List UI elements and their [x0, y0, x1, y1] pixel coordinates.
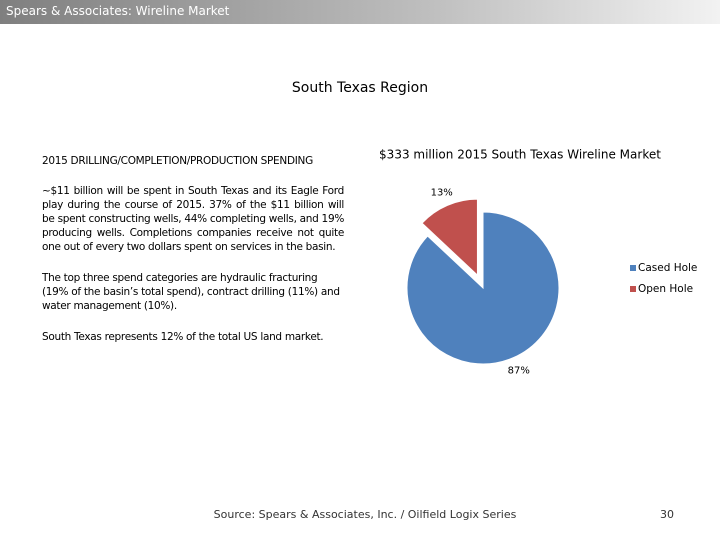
header-title: Spears & Associates: Wireline Market [6, 4, 230, 18]
legend-label: Open Hole [638, 283, 693, 295]
left-heading: 2015 DRILLING/COMPLETION/PRODUCTION SPEN… [42, 155, 313, 167]
data-label: 87% [508, 366, 530, 377]
paragraph: ~$11 billion will be spent in South Texa… [42, 185, 344, 253]
legend-label: Cased Hole [638, 262, 697, 274]
page-number: 30 [660, 508, 674, 521]
paragraph: South Texas represents 12% of the total … [42, 331, 324, 343]
legend-swatch [630, 286, 636, 292]
chart-title: $333 million 2015 South Texas Wireline M… [379, 148, 661, 162]
region-title: South Texas Region [291, 80, 429, 96]
source-note: Source: Spears & Associates, Inc. / Oilf… [213, 508, 517, 521]
pie-slice [406, 211, 560, 365]
paragraph: The top three spend categories are hydra… [42, 272, 340, 312]
data-label: 13% [431, 188, 453, 199]
header-bar: Spears & Associates: Wireline Market [0, 0, 720, 24]
pie-slice [421, 198, 478, 277]
legend-swatch [630, 265, 636, 271]
